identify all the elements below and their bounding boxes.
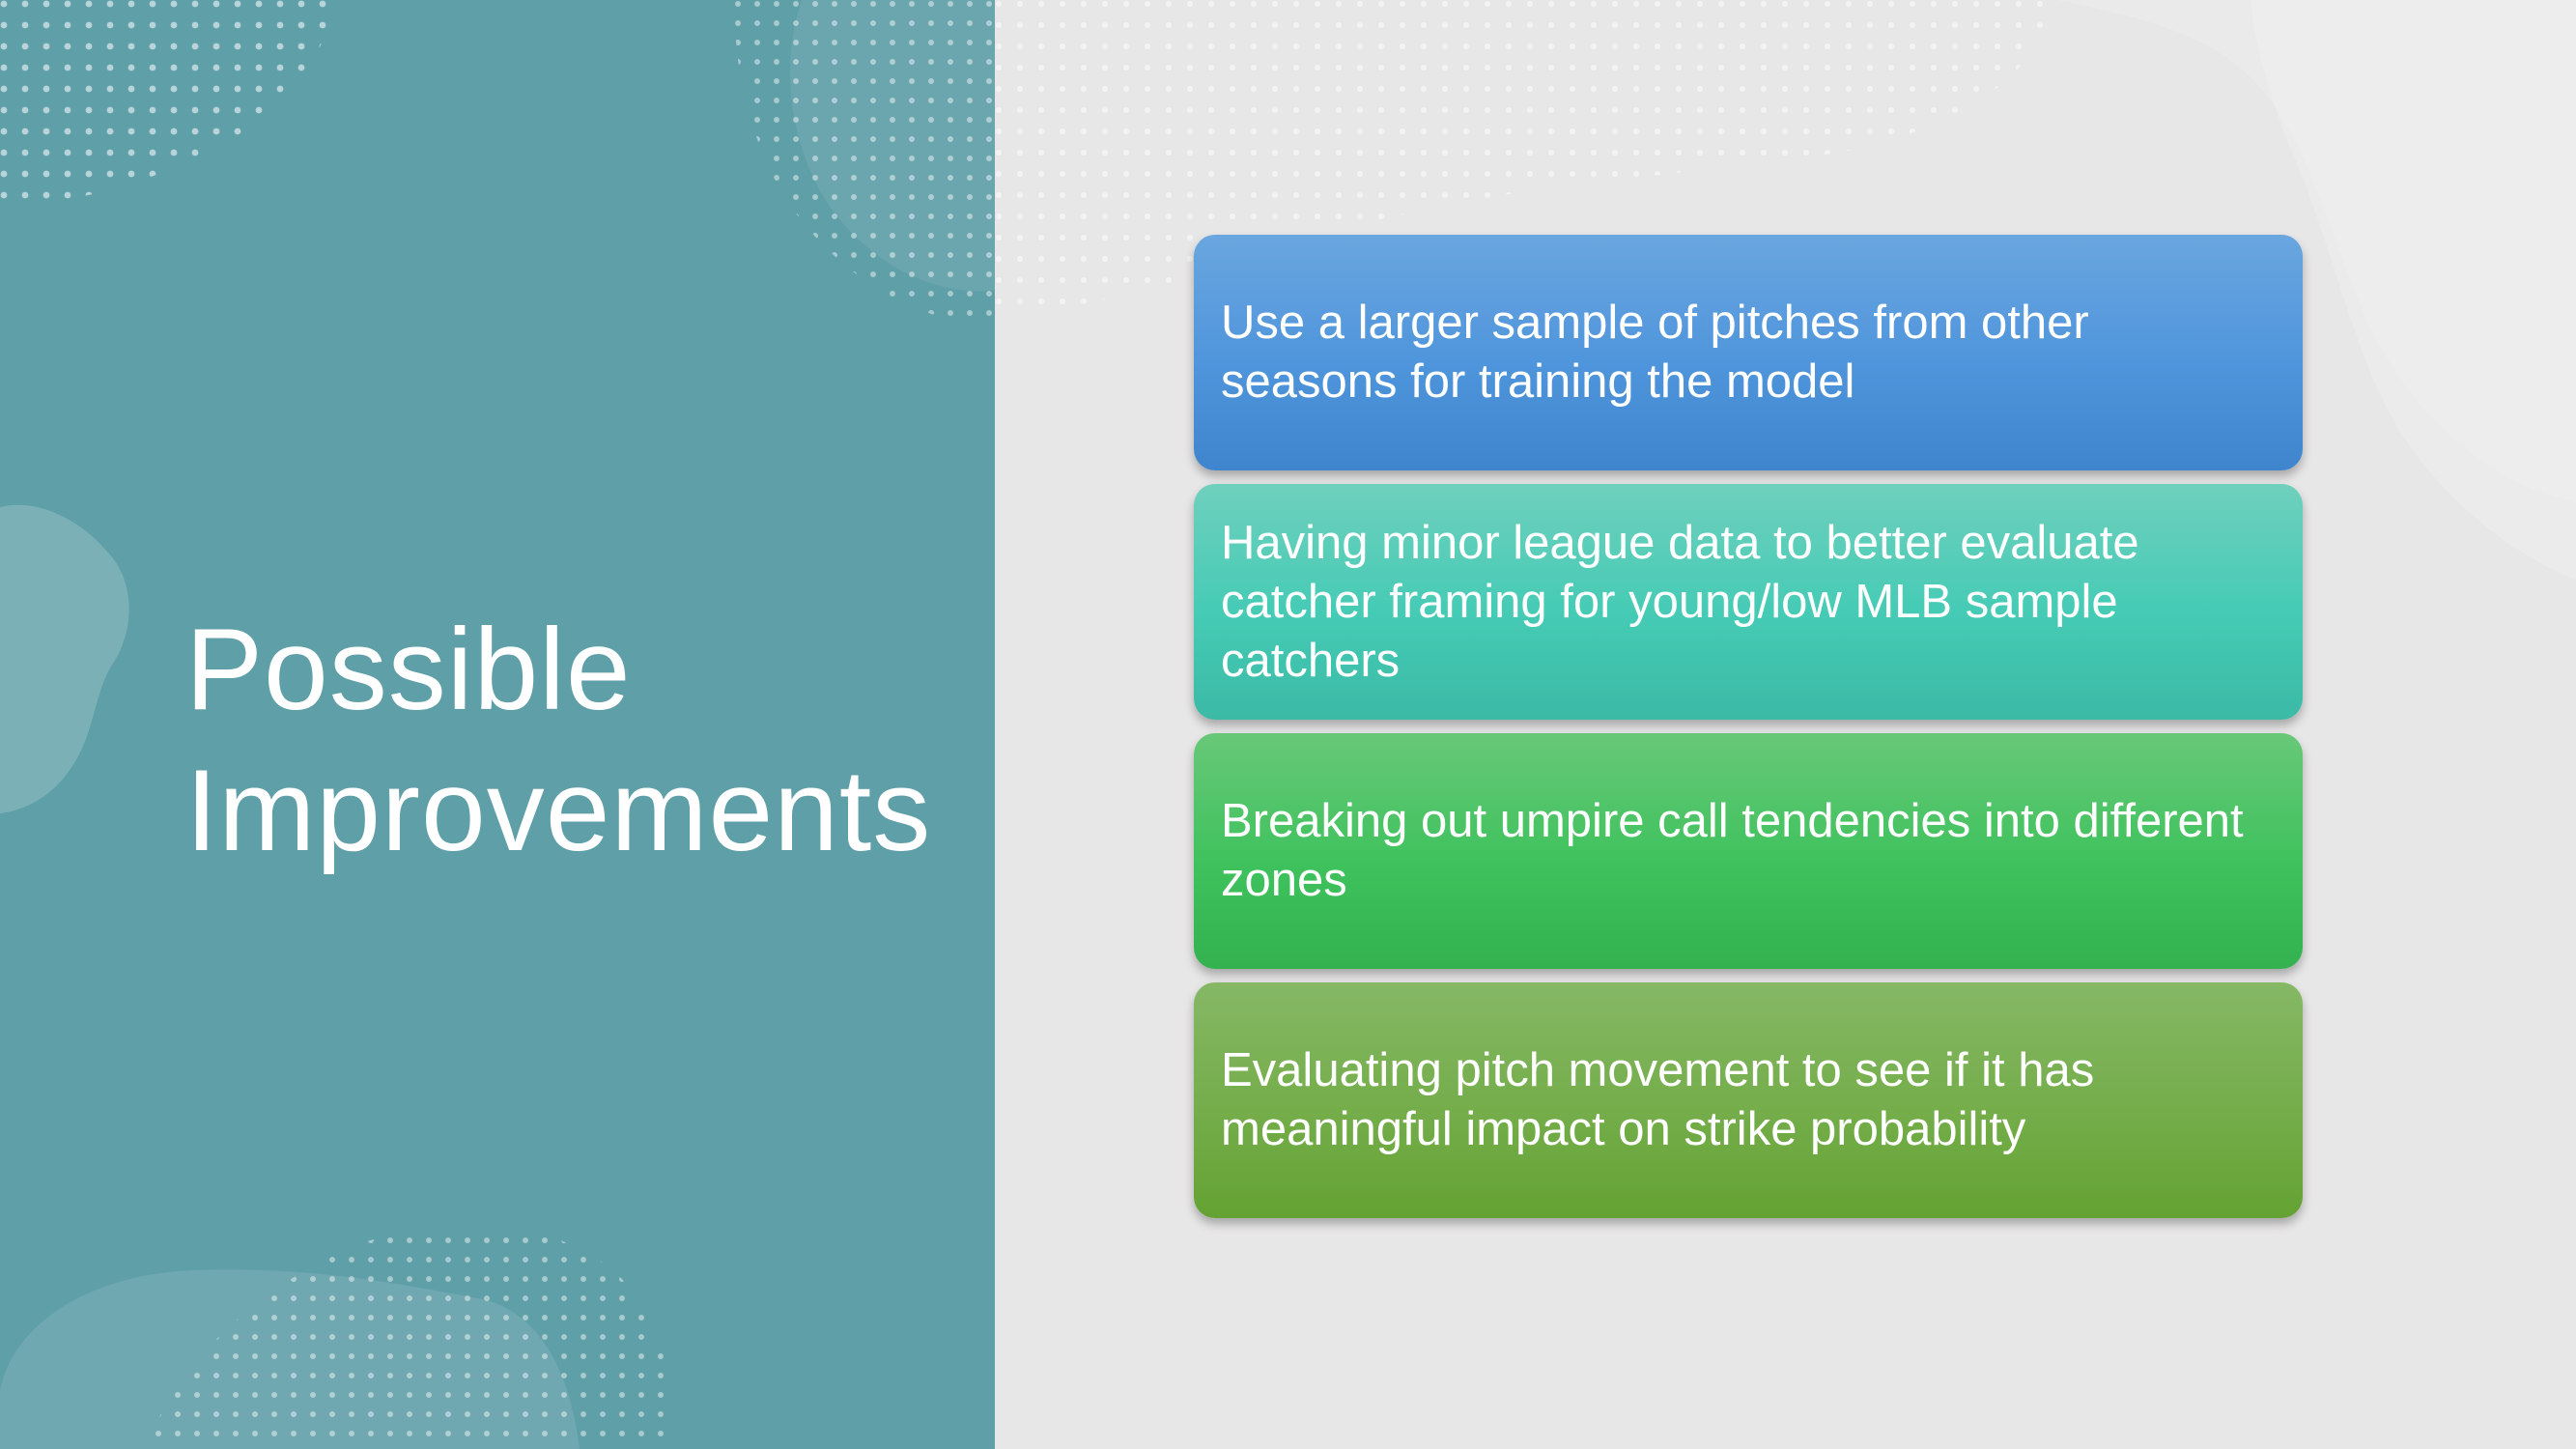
decorative-shapes [0, 0, 995, 1449]
title-line-1: Possible [185, 605, 632, 734]
improvement-item-2: Having minor league data to better evalu… [1194, 484, 2303, 720]
improvement-text-1: Use a larger sample of pitches from othe… [1221, 297, 2089, 408]
improvement-text-2: Having minor league data to better evalu… [1221, 516, 2139, 687]
improvement-text-4: Evaluating pitch movement to see if it h… [1221, 1044, 2095, 1155]
improvement-text-3: Breaking out umpire call tendencies into… [1221, 795, 2244, 906]
title-line-2: Improvements [185, 746, 932, 875]
improvements-list: Use a larger sample of pitches from othe… [1194, 235, 2303, 1232]
left-panel: Possible Improvements [0, 0, 995, 1449]
improvement-item-1: Use a larger sample of pitches from othe… [1194, 235, 2303, 470]
improvement-item-4: Evaluating pitch movement to see if it h… [1194, 982, 2303, 1218]
improvement-item-3: Breaking out umpire call tendencies into… [1194, 733, 2303, 969]
slide-title: Possible Improvements [185, 599, 977, 881]
